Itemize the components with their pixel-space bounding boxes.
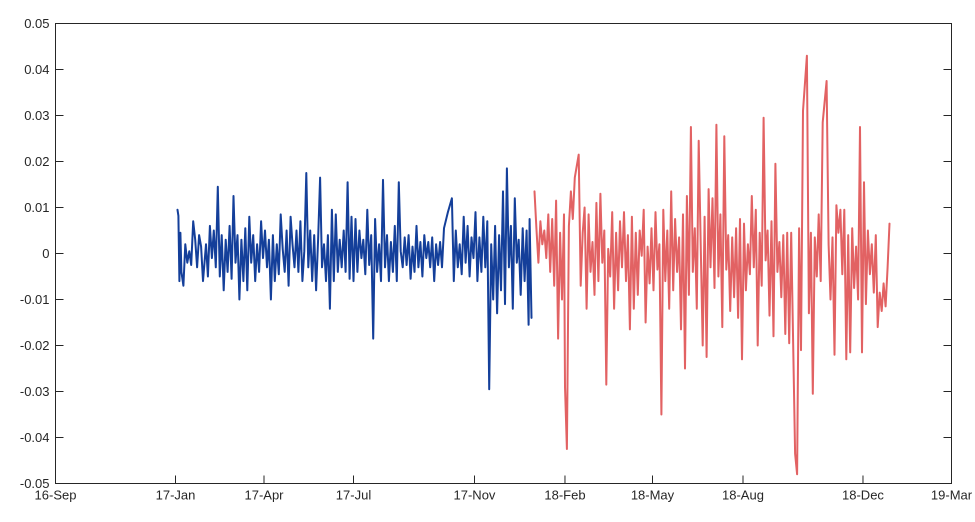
series-layer — [176, 54, 891, 476]
x-tick-label: 17-Apr — [244, 488, 284, 503]
y-tick-label: 0.03 — [24, 108, 49, 123]
x-tick-label: 17-Nov — [454, 488, 496, 503]
x-tick-label: 17-Jul — [336, 488, 372, 503]
x-tick-label: 16-Sep — [35, 488, 77, 503]
x-tick-label: 18-May — [631, 488, 675, 503]
y-tick-label: -0.03 — [20, 384, 50, 399]
x-tick-label: 18-Aug — [722, 488, 764, 503]
x-tick-label: 18-Dec — [842, 488, 884, 503]
y-tick-label: 0 — [42, 246, 49, 261]
series-1-line — [176, 167, 533, 391]
y-axis: 0.05 0.04 0.03 0.02 0.01 0 -0.01 -0.02 -0.03 -0.0… — [20, 16, 952, 491]
y-tick-label: -0.01 — [20, 292, 50, 307]
y-tick-label: 0.01 — [24, 200, 49, 215]
x-tick-label: 19-Mar — [931, 488, 973, 503]
x-axis: 16-Sep 17-Jan 17-Apr 17-Jul 17-Nov 18-Feb 18-M… — [35, 475, 973, 503]
y-tick-label: 0.02 — [24, 154, 49, 169]
y-tick-label: 0.05 — [24, 16, 49, 31]
series-2-line — [533, 54, 891, 476]
y-tick-label: -0.04 — [20, 430, 50, 445]
x-tick-label: 17-Jan — [156, 488, 196, 503]
y-tick-label: -0.05 — [20, 476, 50, 491]
y-tick-label: -0.02 — [20, 338, 50, 353]
x-tick-label: 18-Feb — [544, 488, 585, 503]
y-tick-label: 0.04 — [24, 62, 49, 77]
